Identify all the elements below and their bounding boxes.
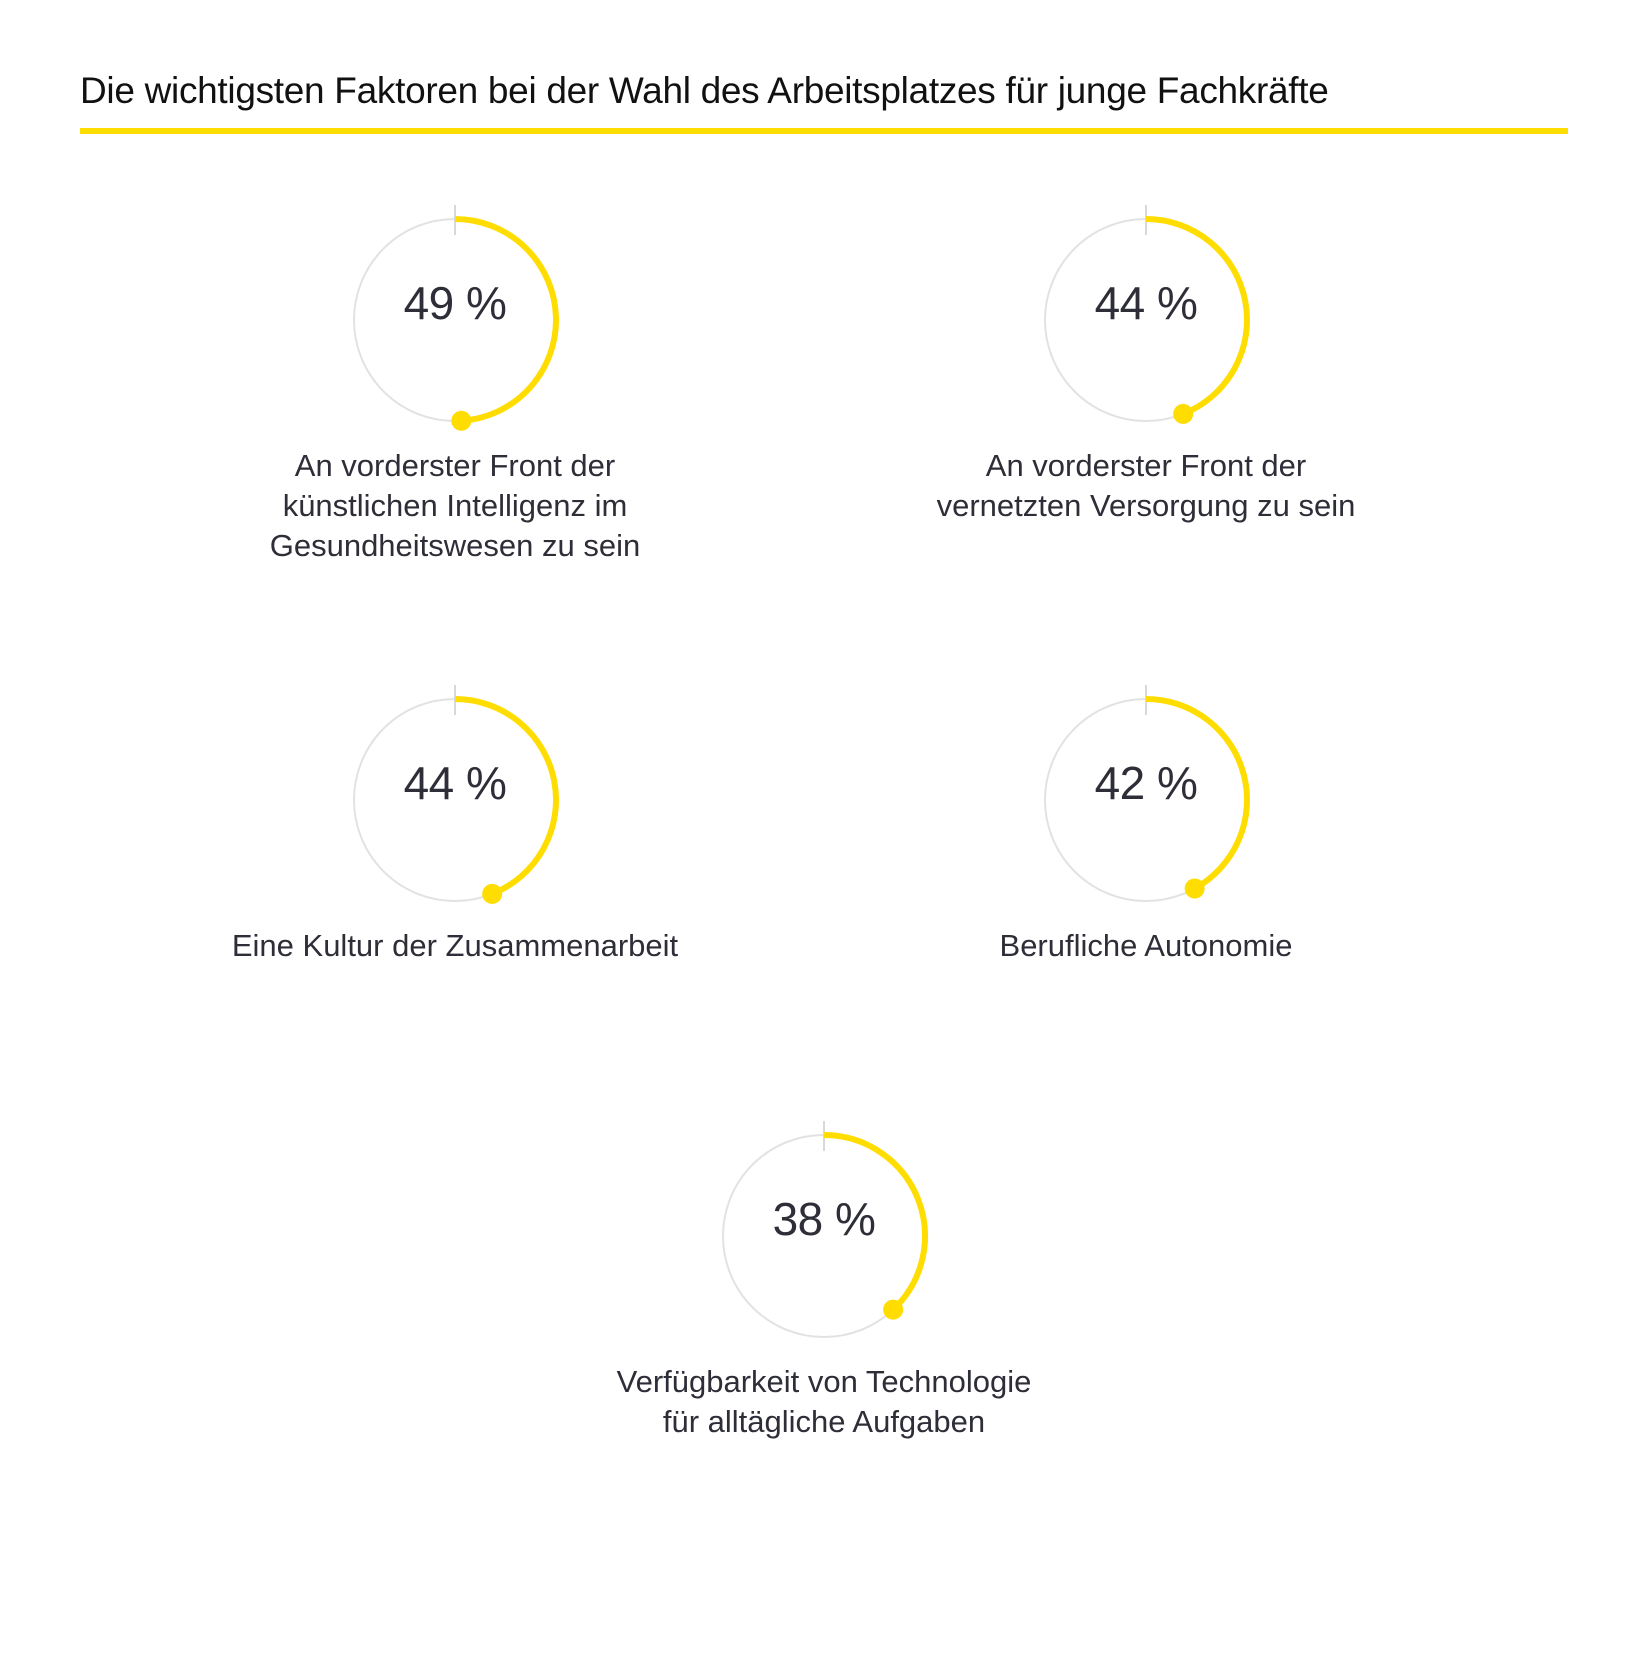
progress-ring bbox=[722, 1121, 929, 1338]
progress-end-dot bbox=[883, 1299, 904, 1320]
label-line: Gesundheitswesen zu sein bbox=[269, 528, 641, 563]
progress-arc bbox=[823, 1132, 929, 1312]
progress-ring bbox=[353, 685, 559, 904]
label-line: vernetzten Versorgung zu sein bbox=[936, 488, 1356, 523]
factor-label: Eine Kultur der Zusammenarbeit bbox=[175, 926, 735, 966]
factor-label: Verfügbarkeit von Technologie für alltäg… bbox=[544, 1362, 1104, 1442]
title-underline bbox=[80, 128, 1568, 134]
progress-arc bbox=[1145, 696, 1251, 892]
label-line: Berufliche Autonomie bbox=[999, 928, 1293, 963]
factor-label: An vorderster Front der vernetzten Verso… bbox=[866, 446, 1426, 526]
percentage-value: 42 % bbox=[1094, 757, 1198, 809]
label-line: An vorderster Front der bbox=[985, 448, 1307, 483]
chart-title: Die wichtigsten Faktoren bei der Wahl de… bbox=[80, 70, 1329, 111]
progress-end-dot bbox=[482, 883, 503, 904]
label-line: künstlichen Intelligenz im bbox=[282, 488, 628, 523]
percentage-value: 49 % bbox=[403, 277, 507, 329]
progress-arc bbox=[454, 696, 559, 897]
label-line: Eine Kultur der Zusammenarbeit bbox=[231, 928, 679, 963]
label-line: Verfügbarkeit von Technologie bbox=[616, 1364, 1032, 1399]
label-line: für alltägliche Aufgaben bbox=[662, 1404, 986, 1439]
progress-arc bbox=[1145, 216, 1250, 417]
label-line: An vorderster Front der bbox=[294, 448, 616, 483]
factor-label: An vorderster Front der künstlichen Inte… bbox=[175, 446, 735, 566]
progress-arc bbox=[454, 216, 559, 424]
progress-ring bbox=[1044, 685, 1251, 902]
progress-end-dot bbox=[1173, 403, 1194, 424]
percentage-value: 38 % bbox=[772, 1193, 876, 1245]
percentage-value: 44 % bbox=[1094, 277, 1198, 329]
progress-end-dot bbox=[451, 410, 472, 431]
progress-ring bbox=[1044, 205, 1250, 424]
progress-ring bbox=[353, 205, 559, 431]
progress-end-dot bbox=[1184, 878, 1205, 899]
percentage-value: 44 % bbox=[403, 757, 507, 809]
factor-label: Berufliche Autonomie bbox=[866, 926, 1426, 966]
